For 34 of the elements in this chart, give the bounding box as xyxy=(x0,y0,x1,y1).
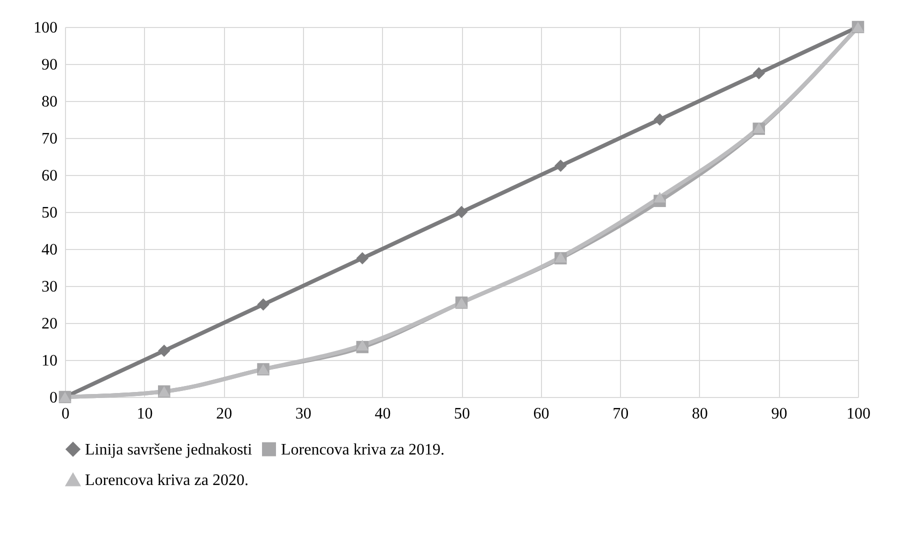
legend-label: Linija savršene jednakosti xyxy=(85,441,253,458)
point xyxy=(752,67,765,80)
legend-label: Lorencova kriva za 2019. xyxy=(281,441,444,458)
y-tick-label: 70 xyxy=(42,130,58,148)
y-tick-label: 0 xyxy=(50,390,58,406)
x-tick-label: 40 xyxy=(374,406,391,422)
x-tick-label: 60 xyxy=(533,406,550,422)
legend-label: Lorencova kriva za 2020. xyxy=(85,472,248,489)
y-tick-label: 90 xyxy=(42,56,58,74)
y-tick-label: 60 xyxy=(42,168,58,184)
x-tick-label: 0 xyxy=(62,406,70,422)
x-tick-label: 20 xyxy=(216,406,232,422)
y-tick-label: 20 xyxy=(42,316,58,332)
y-tick-label: 80 xyxy=(42,94,58,110)
point xyxy=(455,206,468,218)
y-tick-label: 100 xyxy=(34,20,58,36)
point xyxy=(257,298,270,311)
y-tick-label: 30 xyxy=(42,278,58,296)
x-tick-label: 30 xyxy=(295,406,312,422)
point xyxy=(356,340,368,351)
point xyxy=(654,113,666,126)
y-tick-label: 40 xyxy=(42,242,58,258)
x-tick-label: 50 xyxy=(454,406,470,422)
point xyxy=(158,344,170,357)
x-tick-label: 70 xyxy=(612,406,629,422)
point xyxy=(554,160,567,172)
y-tick-label: 10 xyxy=(42,352,58,370)
point xyxy=(654,192,666,203)
y-tick-label: 50 xyxy=(42,204,58,222)
point xyxy=(356,252,368,264)
x-tick-label: 10 xyxy=(136,406,153,422)
x-tick-label: 80 xyxy=(692,406,708,422)
x-tick-label: 90 xyxy=(771,406,788,422)
x-tick-label: 100 xyxy=(846,406,870,422)
